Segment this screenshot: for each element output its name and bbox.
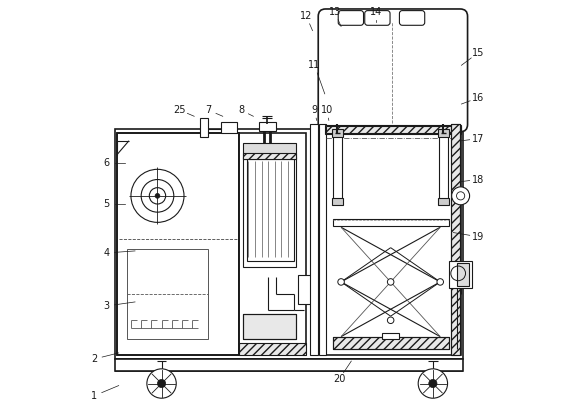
Text: 1: 1: [91, 391, 97, 401]
Text: 5: 5: [104, 199, 110, 209]
Bar: [439, 133, 448, 204]
Bar: [438, 198, 449, 205]
Bar: [200, 118, 208, 137]
Bar: [127, 249, 208, 339]
Text: 9: 9: [312, 105, 317, 115]
Circle shape: [418, 369, 447, 398]
Circle shape: [387, 317, 394, 324]
Circle shape: [387, 279, 394, 285]
Bar: [117, 133, 239, 355]
Bar: [239, 343, 307, 355]
Bar: [333, 337, 449, 349]
Circle shape: [437, 279, 443, 285]
Text: 6: 6: [104, 158, 110, 168]
Text: 13: 13: [329, 7, 341, 17]
FancyBboxPatch shape: [338, 11, 364, 25]
Text: 7: 7: [205, 105, 212, 115]
FancyBboxPatch shape: [365, 11, 390, 25]
Bar: [383, 333, 399, 339]
Bar: [114, 359, 463, 371]
Bar: [243, 314, 296, 339]
Bar: [243, 153, 296, 159]
Text: 15: 15: [471, 48, 484, 58]
Bar: [243, 314, 296, 339]
Bar: [332, 198, 343, 205]
FancyBboxPatch shape: [399, 11, 425, 25]
Text: 19: 19: [472, 232, 484, 242]
Bar: [449, 261, 472, 288]
Circle shape: [338, 279, 344, 285]
Bar: [456, 263, 469, 286]
Circle shape: [147, 369, 176, 398]
Bar: [325, 124, 462, 355]
Text: 4: 4: [104, 248, 110, 258]
Bar: [114, 129, 463, 359]
Bar: [319, 124, 326, 355]
Circle shape: [155, 193, 160, 198]
Bar: [298, 275, 312, 304]
Text: 18: 18: [472, 175, 484, 184]
Bar: [451, 124, 460, 355]
Bar: [333, 133, 342, 204]
Circle shape: [452, 187, 470, 205]
Text: 8: 8: [238, 105, 244, 115]
Text: 14: 14: [370, 7, 382, 17]
Bar: [332, 129, 343, 137]
Bar: [333, 219, 449, 226]
Bar: [451, 124, 460, 355]
Bar: [333, 337, 449, 349]
Text: 20: 20: [333, 375, 345, 384]
Bar: [311, 124, 318, 355]
Bar: [260, 122, 276, 131]
Text: 25: 25: [174, 105, 186, 115]
Text: 3: 3: [104, 301, 110, 311]
Bar: [221, 122, 237, 133]
Bar: [325, 125, 462, 134]
Bar: [243, 157, 296, 267]
Text: 11: 11: [308, 60, 321, 70]
Bar: [243, 143, 296, 159]
Circle shape: [429, 379, 437, 388]
FancyBboxPatch shape: [318, 9, 467, 132]
Bar: [239, 133, 307, 355]
Bar: [117, 133, 239, 355]
Circle shape: [157, 379, 166, 388]
Bar: [325, 126, 460, 133]
Text: 10: 10: [321, 105, 333, 115]
Bar: [438, 129, 449, 137]
Text: 17: 17: [471, 134, 484, 144]
Text: 12: 12: [300, 11, 312, 21]
Text: 16: 16: [472, 93, 484, 103]
Text: 2: 2: [91, 354, 97, 364]
Bar: [247, 159, 294, 261]
